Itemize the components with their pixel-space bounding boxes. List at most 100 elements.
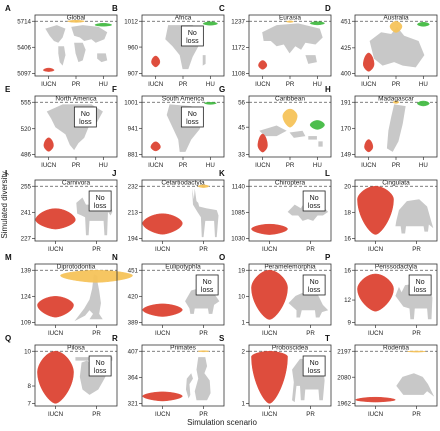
y-tick-label: 18 <box>344 210 351 217</box>
panel-title: Perissodactyla <box>375 263 418 270</box>
panel-title: Global <box>67 14 86 21</box>
violin-iucn <box>142 391 183 402</box>
x-tick-label: IUCN <box>155 246 170 253</box>
violin-iucn <box>251 270 288 320</box>
violin-iucn <box>258 60 268 70</box>
y-tick-label: 2080 <box>337 374 351 381</box>
no-loss-frame <box>88 190 112 212</box>
silhouette-part <box>288 290 329 318</box>
violin-pr <box>67 19 85 23</box>
x-tick-label: IUCN <box>368 411 383 418</box>
silhouette-part <box>45 25 66 43</box>
panel-title: Diprotodontia <box>57 263 96 270</box>
no-loss-text: loss <box>94 368 107 375</box>
y-tick-label: 241 <box>21 210 32 217</box>
panel-title: Australia <box>383 14 409 21</box>
y-tick-label: 425 <box>341 45 352 52</box>
y-tick-label: 7 <box>28 401 32 408</box>
madagascar-map-icon <box>386 104 406 152</box>
violin-iucn <box>43 67 55 72</box>
y-tick-label: 8 <box>28 383 32 390</box>
panel-letter: Q <box>5 334 11 343</box>
violin-iucn <box>150 141 161 152</box>
x-tick-label: PR <box>92 411 101 418</box>
x-tick-label: HU <box>206 162 215 169</box>
panel-letter: K <box>219 169 225 178</box>
violin-iucn <box>37 296 74 318</box>
violin-iucn <box>364 139 374 153</box>
no-loss-frame <box>302 274 326 296</box>
y-tick-label: 1030 <box>231 236 245 243</box>
panel-letter: N <box>112 253 118 262</box>
y-tick-label: 941 <box>128 126 139 133</box>
no-loss-text: loss <box>79 119 92 126</box>
violin-iucn <box>251 351 288 404</box>
y-tick-label: 5406 <box>17 44 31 51</box>
panel-l: Cingulata L 16 18 20 IUCN PR <box>325 169 438 253</box>
armadillo-silhouette-icon <box>395 199 434 234</box>
violin-iucn <box>151 55 161 68</box>
y-tick-label: 9 <box>348 320 352 327</box>
x-tick-label: PR <box>92 246 101 253</box>
y-tick-label: 170 <box>341 126 352 133</box>
y-tick-label: 149 <box>341 152 352 159</box>
x-tick-label: PR <box>412 411 421 418</box>
kangaroo-silhouette-icon <box>74 274 103 322</box>
y-tick-label: 520 <box>21 126 32 133</box>
no-loss-frame <box>195 274 219 296</box>
silhouette-part <box>305 55 317 64</box>
silhouette-part <box>289 130 306 138</box>
no-loss-text: loss <box>94 203 107 210</box>
violin-iucn <box>355 396 396 403</box>
x-tick-label: PR <box>412 330 421 337</box>
panel-letter: M <box>5 253 12 262</box>
y-tick-label: 1001 <box>124 99 138 106</box>
x-tick-label: HU <box>313 162 322 169</box>
x-tick-label: PR <box>199 330 208 337</box>
monkey-silhouette-icon <box>185 357 211 401</box>
y-tick-label: 33 <box>238 152 245 159</box>
no-loss-text: loss <box>186 38 199 45</box>
y-tick-label: 364 <box>128 375 139 382</box>
y-tick-label: 1 <box>242 401 246 408</box>
violin-pr <box>392 100 400 104</box>
panel-t: Rodentia T 1962 2080 2197 IUCN PR <box>325 334 438 418</box>
silhouette-part <box>194 357 211 401</box>
violin-pr <box>389 21 403 33</box>
y-tick-label: 10 <box>238 294 245 301</box>
violin-iucn <box>142 213 183 235</box>
no-loss-frame <box>302 190 326 212</box>
panel-m: Diprotodontia M 109 124 139 IUCN PR <box>5 253 133 337</box>
y-tick-label: 1 <box>242 320 246 327</box>
x-tick-label: HU <box>99 81 108 88</box>
y-tick-label: 16 <box>344 236 351 243</box>
no-loss-frame <box>180 106 204 128</box>
no-loss-frame <box>88 355 112 377</box>
y-tick-label: 191 <box>341 99 352 106</box>
panel-title: Primates <box>170 344 196 351</box>
y-tick-label: 12 <box>344 297 351 304</box>
violin-pr <box>197 184 210 188</box>
y-tick-label: 5714 <box>17 18 31 25</box>
y-tick-label: 139 <box>21 267 32 274</box>
silhouette-part <box>192 188 219 238</box>
x-tick-label: IUCN <box>262 411 277 418</box>
no-loss-text: loss <box>201 287 214 294</box>
panel-letter: S <box>219 334 225 343</box>
no-loss-frame <box>302 355 326 377</box>
panel-title: Eurasia <box>279 14 301 21</box>
panel-frame <box>141 179 225 242</box>
panel-title: Cingulata <box>382 179 410 186</box>
y-tick-label: 1140 <box>232 183 246 190</box>
violin-iucn <box>43 137 54 152</box>
